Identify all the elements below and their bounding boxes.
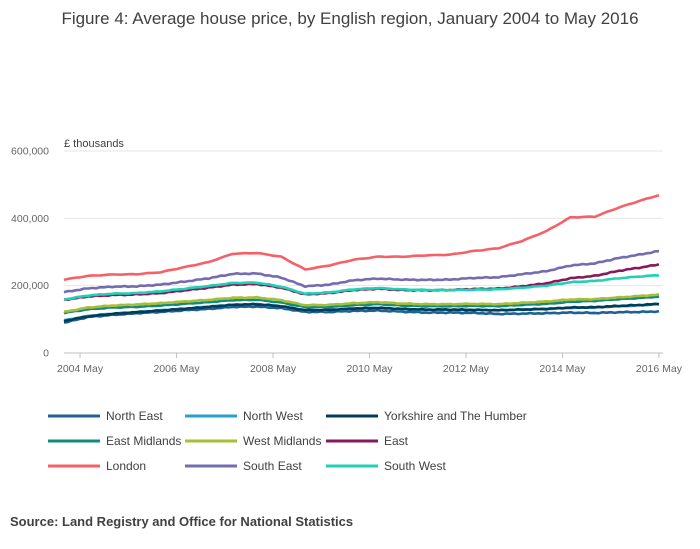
x-axis: 2004 May 2006 May 2008 May 2010 May 2012 May… [57, 353, 683, 375]
y-tick-label: 0 [43, 348, 49, 360]
series-line-yorkshire-and-the-humber [63, 302, 660, 323]
y-tick-label: 400,000 [11, 213, 49, 225]
source-note: Source: Land Registry and Office for Nat… [10, 514, 353, 529]
y-axis-unit-label: £ thousands [64, 138, 124, 150]
legend-label: South East [243, 459, 302, 473]
legend-label: North West [243, 409, 303, 423]
y-tick-label: 600,000 [11, 146, 49, 158]
gridlines [64, 150, 663, 287]
series-lines [63, 193, 660, 324]
x-tick-label: 2012 May [443, 363, 490, 375]
chart-title: Figure 4: Average house price, by Englis… [61, 9, 638, 28]
legend-label: London [106, 459, 146, 473]
legend-label: East [384, 434, 409, 448]
series-line-south-east [63, 249, 660, 294]
legend: North East North West Yorkshire and The Hu… [48, 409, 527, 473]
series-line-south-west [63, 274, 660, 301]
series-line-london [63, 193, 660, 282]
legend-label: Yorkshire and The Humber [384, 409, 527, 423]
legend-label: South West [384, 459, 446, 473]
legend-label: West Midlands [243, 434, 321, 448]
y-axis: 0 200,000 400,000 600,000 [11, 146, 49, 360]
legend-label: North East [106, 409, 163, 423]
x-tick-label: 2006 May [153, 363, 200, 375]
legend-label: East Midlands [106, 434, 181, 448]
series-line-west-midlands [63, 293, 660, 313]
x-tick-label: 2004 May [57, 363, 104, 375]
y-tick-label: 200,000 [11, 280, 49, 292]
x-tick-label: 2016 May [636, 363, 683, 375]
x-tick-label: 2014 May [539, 363, 586, 375]
series-line-east-midlands [63, 295, 660, 315]
x-tick-label: 2010 May [346, 363, 393, 375]
x-tick-label: 2008 May [250, 363, 297, 375]
